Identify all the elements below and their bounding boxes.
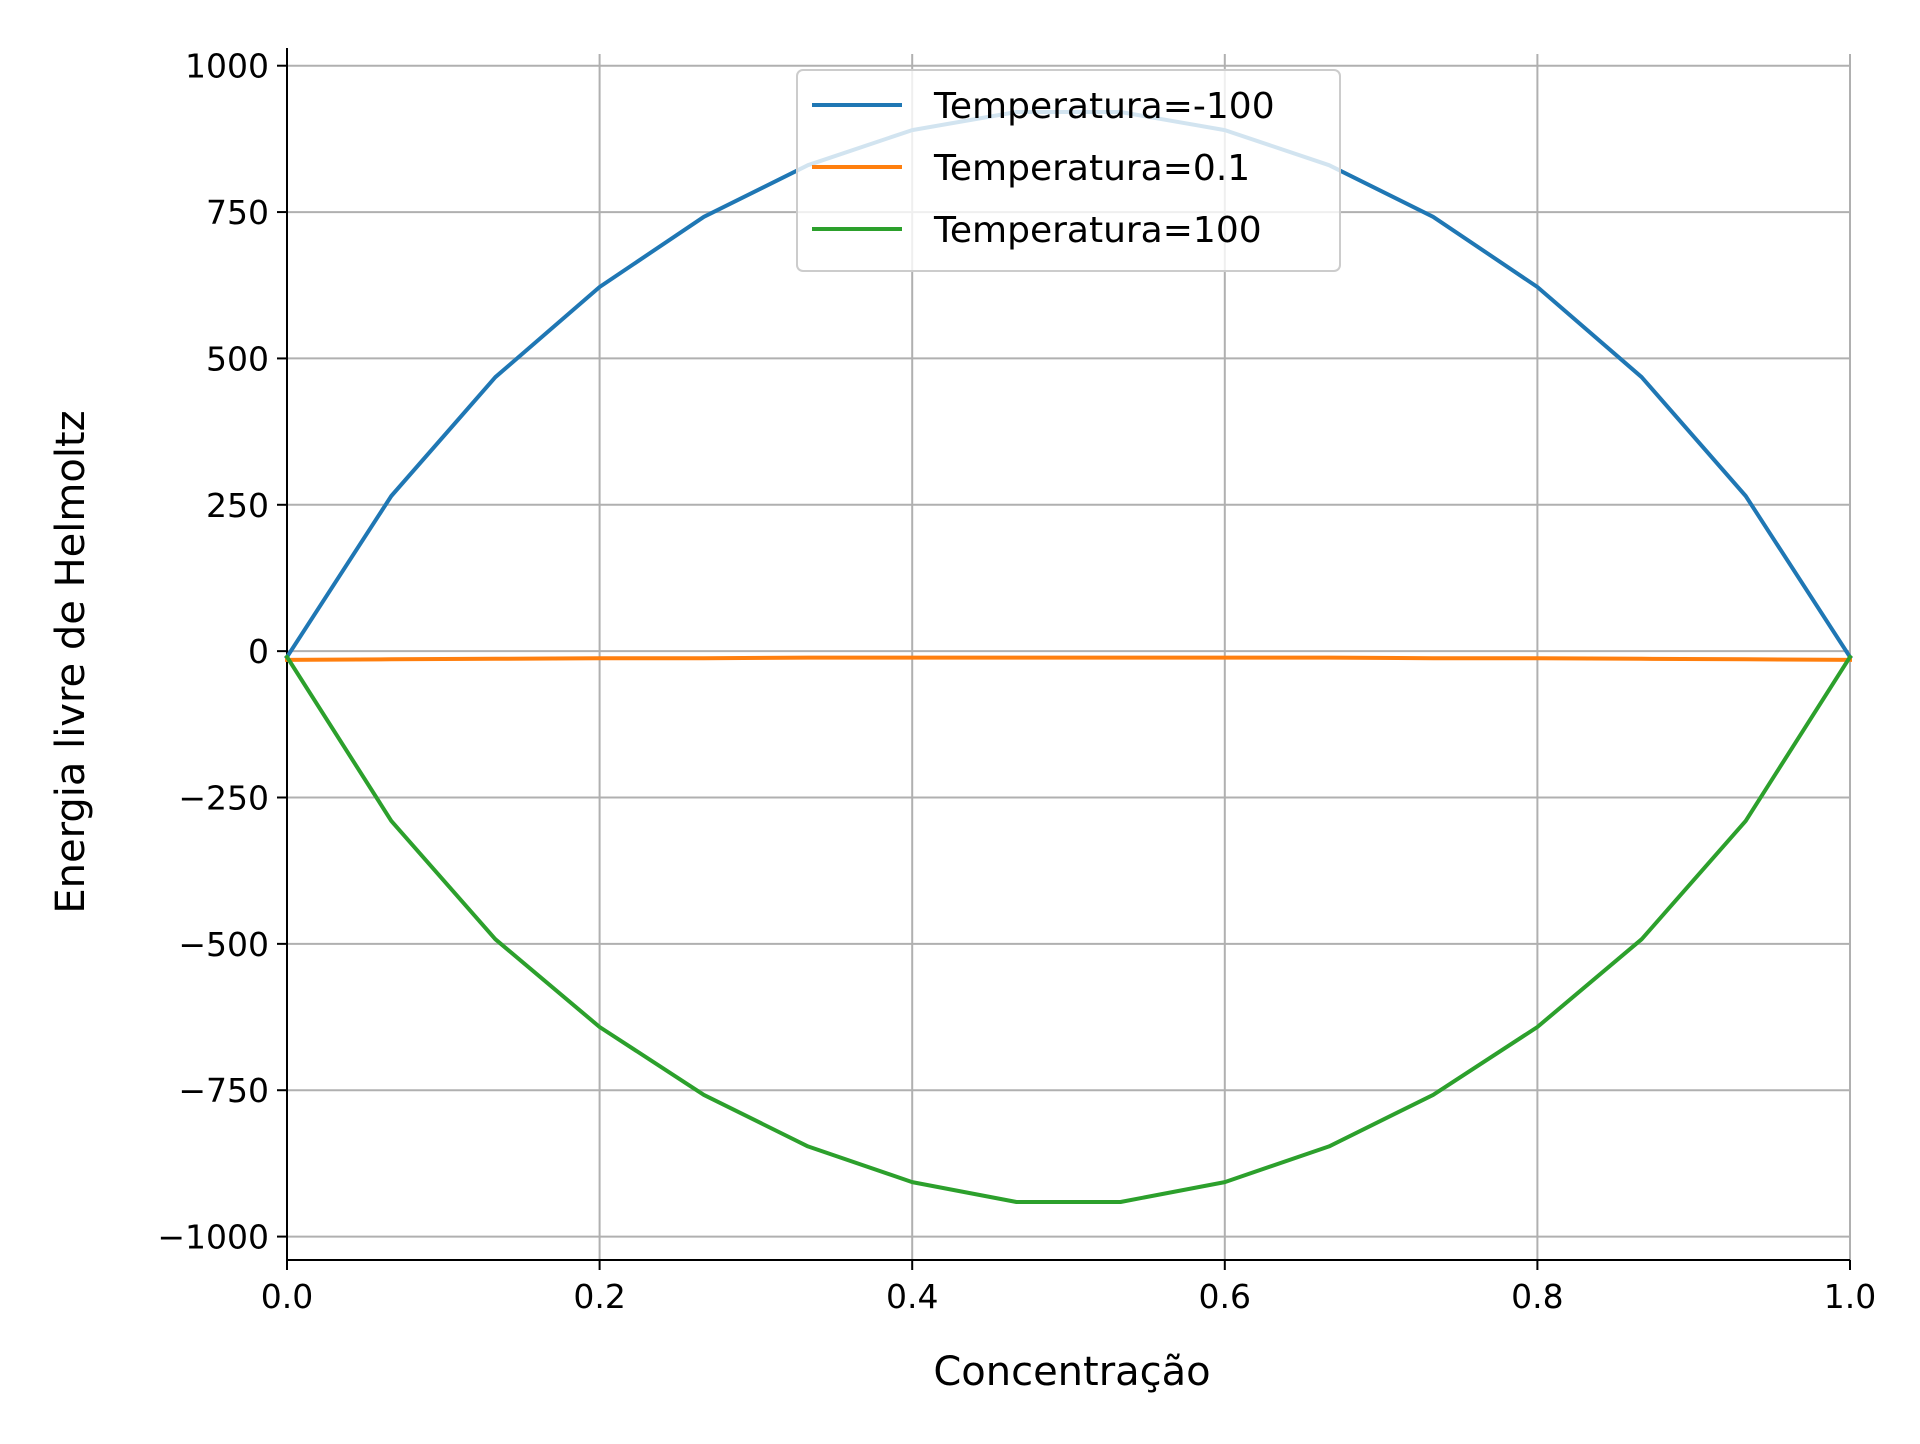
legend-label-3: Temperatura=100 xyxy=(933,210,1262,251)
y-tick-label: −250 xyxy=(178,779,269,818)
y-tick-label: 1000 xyxy=(185,47,269,86)
x-tick-label: 0.4 xyxy=(886,1277,938,1316)
legend-items: Temperatura=-100 Temperatura=0.1 Temperatu… xyxy=(812,86,1275,251)
x-tick-label: 0.0 xyxy=(261,1277,313,1316)
y-tick-label: −750 xyxy=(178,1071,269,1110)
series-line-3 xyxy=(284,654,1853,1204)
tick-labels: 0.0 0.2 0.4 0.6 0.8 1.0 1000 750 500 250 0 −250 −500… xyxy=(157,47,1876,1316)
y-tick-label: −1000 xyxy=(157,1218,269,1257)
legend-label-2: Temperatura=0.1 xyxy=(933,148,1250,189)
x-tick-label: 1.0 xyxy=(1824,1277,1876,1316)
x-tick-label: 0.2 xyxy=(573,1277,625,1316)
series-lines xyxy=(284,110,1853,1204)
y-axis-label: Energia livre de Helmoltz xyxy=(48,410,94,913)
y-tick-label: 250 xyxy=(206,486,269,525)
y-tick-label: −500 xyxy=(178,925,269,964)
legend-box xyxy=(796,69,1341,272)
y-tick-label: 750 xyxy=(206,193,269,232)
legend-label-1: Temperatura=-100 xyxy=(933,86,1275,127)
y-tick-label: 500 xyxy=(206,339,269,378)
x-tick-label: 0.6 xyxy=(1199,1277,1251,1316)
x-axis-label: Concentração xyxy=(933,1349,1210,1395)
x-tick-label: 0.8 xyxy=(1511,1277,1563,1316)
legend: Temperatura=-100 Temperatura=0.1 Temperatu… xyxy=(796,69,1341,272)
series-line-2 xyxy=(284,655,1853,662)
y-tick-label: 0 xyxy=(248,632,269,671)
